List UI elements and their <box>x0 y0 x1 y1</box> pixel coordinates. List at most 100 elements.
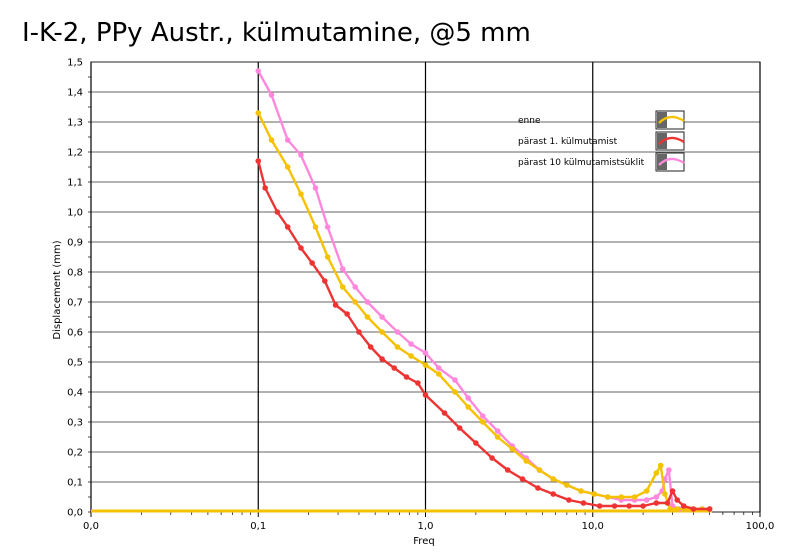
data-point <box>456 425 463 431</box>
data-point <box>322 278 328 284</box>
data-point <box>379 329 385 335</box>
data-point <box>578 488 584 494</box>
data-point <box>324 224 331 230</box>
data-point <box>640 503 646 509</box>
legend-label: pärast 1. külmutamist <box>518 137 618 147</box>
data-point <box>473 440 479 446</box>
data-point <box>324 254 331 260</box>
data-point <box>364 299 371 305</box>
data-point <box>566 497 572 503</box>
y-tick-label: 0,5 <box>67 358 83 369</box>
data-point <box>680 503 687 509</box>
data-point <box>494 434 501 440</box>
data-point <box>367 344 374 350</box>
data-point <box>611 503 618 509</box>
data-point <box>504 467 511 473</box>
data-point <box>489 455 495 461</box>
y-tick-label: 0,7 <box>67 298 83 309</box>
data-point <box>580 500 587 506</box>
data-point <box>618 494 625 500</box>
y-tick-label: 1,2 <box>67 148 83 159</box>
data-point <box>435 371 442 377</box>
data-point <box>309 260 315 266</box>
y-tick-label: 1,0 <box>67 208 83 219</box>
data-point <box>669 488 676 494</box>
data-point <box>408 341 414 347</box>
legend-label: pärast 10 külmutamistsüklit <box>518 158 645 168</box>
data-point <box>643 497 650 503</box>
data-point <box>479 419 486 425</box>
y-tick-label: 0,4 <box>67 388 83 399</box>
legend-label: enne <box>518 116 541 126</box>
grid <box>90 61 761 513</box>
data-point <box>666 467 672 473</box>
data-point <box>591 491 597 497</box>
data-point <box>284 164 291 170</box>
data-point <box>550 491 556 497</box>
data-point <box>274 209 281 215</box>
data-point <box>435 365 442 371</box>
data-point <box>403 374 410 380</box>
y-tick-label: 0,9 <box>67 238 83 249</box>
data-point <box>479 413 486 419</box>
data-point <box>626 503 632 509</box>
data-point <box>332 302 339 308</box>
data-point <box>465 404 471 410</box>
x-tick-label: 1,0 <box>418 521 434 532</box>
data-point <box>664 500 671 506</box>
data-point <box>284 137 291 143</box>
data-point <box>509 446 516 452</box>
data-point <box>536 467 543 473</box>
data-point <box>662 491 668 497</box>
data-point <box>596 503 603 509</box>
data-point <box>465 395 471 401</box>
data-point <box>379 314 385 320</box>
data-point <box>535 485 541 491</box>
data-point <box>268 137 275 143</box>
data-point <box>262 185 268 191</box>
data-point <box>519 476 526 482</box>
data-point <box>298 152 304 158</box>
x-tick-label: 10,0 <box>582 521 604 532</box>
data-point <box>422 350 429 356</box>
legend-swatch-line <box>658 157 685 166</box>
data-point <box>657 462 664 469</box>
y-tick-label: 1,1 <box>67 178 83 189</box>
data-point <box>352 284 359 290</box>
data-point <box>643 488 650 494</box>
data-point <box>523 458 529 464</box>
legend: enne pärast 1. külmutamist pärast 10 külmu… <box>518 110 685 172</box>
y-axis-ticks: 0,0 0,1 0,2 0,3 0,4 0,5 0,6 0,7 0,8 0,9 1,0 1,1 1,2 1… <box>67 58 91 519</box>
data-point <box>674 497 681 503</box>
data-point <box>422 392 429 398</box>
data-point <box>364 314 371 320</box>
x-tick-label: 0,1 <box>250 521 266 532</box>
data-point <box>667 506 673 512</box>
data-point <box>379 356 385 362</box>
data-point <box>441 410 448 416</box>
data-point <box>550 476 556 482</box>
data-point <box>452 377 458 383</box>
legend-swatch-line <box>658 136 685 145</box>
data-point <box>344 311 350 317</box>
data-point <box>391 365 398 371</box>
data-point <box>339 284 346 290</box>
y-tick-label: 0,8 <box>67 268 83 279</box>
legend-swatch-line <box>658 115 685 124</box>
data-point <box>631 494 638 500</box>
data-point <box>352 299 359 305</box>
data-point <box>653 494 660 500</box>
x-axis-ticks: 0,0 0,1 1,0 10,0 100,0 <box>83 512 774 532</box>
data-point <box>394 329 401 335</box>
data-point <box>452 389 458 395</box>
data-point <box>690 506 697 512</box>
data-point <box>706 506 713 512</box>
data-point <box>298 191 304 197</box>
data-point <box>564 482 570 488</box>
data-point <box>255 68 262 74</box>
y-tick-label: 0,2 <box>67 448 83 459</box>
data-point <box>268 92 275 98</box>
data-point <box>284 224 291 230</box>
series-pärast 1. külmutamist <box>255 158 713 512</box>
